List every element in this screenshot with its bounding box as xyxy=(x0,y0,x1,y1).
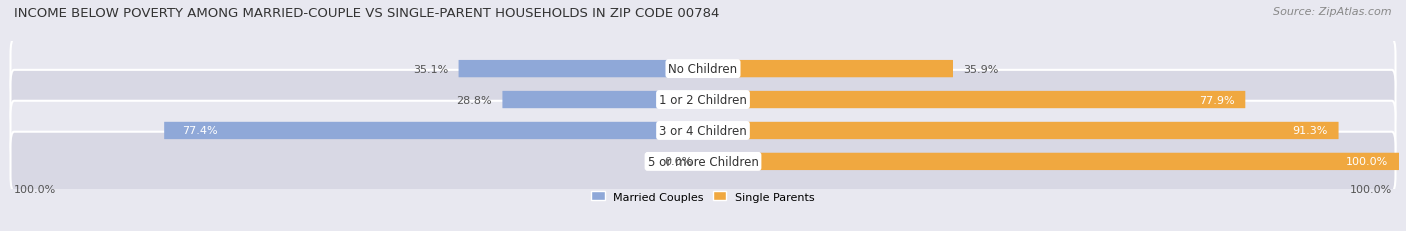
FancyBboxPatch shape xyxy=(703,91,1246,109)
Text: Source: ZipAtlas.com: Source: ZipAtlas.com xyxy=(1274,7,1392,17)
Text: No Children: No Children xyxy=(668,63,738,76)
Text: INCOME BELOW POVERTY AMONG MARRIED-COUPLE VS SINGLE-PARENT HOUSEHOLDS IN ZIP COD: INCOME BELOW POVERTY AMONG MARRIED-COUPL… xyxy=(14,7,720,20)
Text: 5 or more Children: 5 or more Children xyxy=(648,155,758,168)
Text: 77.9%: 77.9% xyxy=(1199,95,1234,105)
FancyBboxPatch shape xyxy=(502,91,703,109)
Text: 1 or 2 Children: 1 or 2 Children xyxy=(659,94,747,106)
FancyBboxPatch shape xyxy=(10,70,1396,130)
FancyBboxPatch shape xyxy=(10,101,1396,161)
FancyBboxPatch shape xyxy=(682,153,703,170)
FancyBboxPatch shape xyxy=(458,61,703,78)
FancyBboxPatch shape xyxy=(10,132,1396,191)
Text: 77.4%: 77.4% xyxy=(181,126,218,136)
Text: 28.8%: 28.8% xyxy=(457,95,492,105)
Legend: Married Couples, Single Parents: Married Couples, Single Parents xyxy=(592,191,814,202)
Text: 35.1%: 35.1% xyxy=(413,64,449,74)
Text: 91.3%: 91.3% xyxy=(1292,126,1329,136)
Text: 100.0%: 100.0% xyxy=(1350,184,1392,194)
Text: 35.9%: 35.9% xyxy=(963,64,998,74)
Text: 0.0%: 0.0% xyxy=(664,157,693,167)
Text: 100.0%: 100.0% xyxy=(14,184,56,194)
Text: 100.0%: 100.0% xyxy=(1347,157,1389,167)
FancyBboxPatch shape xyxy=(10,40,1396,99)
FancyBboxPatch shape xyxy=(165,122,703,140)
FancyBboxPatch shape xyxy=(703,61,953,78)
FancyBboxPatch shape xyxy=(703,153,1399,170)
Text: 3 or 4 Children: 3 or 4 Children xyxy=(659,125,747,137)
FancyBboxPatch shape xyxy=(703,122,1339,140)
